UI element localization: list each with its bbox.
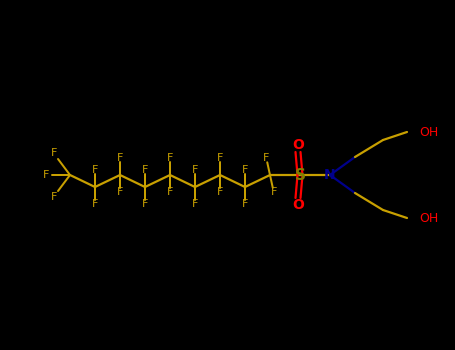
Text: F: F [192, 199, 198, 209]
Text: F: F [270, 187, 277, 197]
Text: F: F [242, 199, 248, 209]
Text: F: F [142, 199, 148, 209]
Text: F: F [51, 192, 57, 202]
Text: S: S [294, 168, 305, 182]
Text: F: F [92, 199, 98, 209]
Text: F: F [263, 153, 269, 163]
Text: F: F [217, 187, 223, 197]
Text: F: F [192, 165, 198, 175]
Text: F: F [167, 153, 173, 163]
Text: F: F [242, 165, 248, 175]
Text: F: F [167, 187, 173, 197]
Text: O: O [292, 198, 304, 212]
Text: OH: OH [419, 126, 438, 139]
Text: F: F [217, 153, 223, 163]
Text: F: F [92, 165, 98, 175]
Text: OH: OH [419, 211, 438, 224]
Text: F: F [117, 187, 123, 197]
Text: F: F [117, 153, 123, 163]
Text: F: F [43, 170, 49, 180]
Text: F: F [142, 165, 148, 175]
Text: F: F [51, 148, 57, 158]
Text: N: N [324, 168, 336, 182]
Text: O: O [292, 138, 304, 152]
